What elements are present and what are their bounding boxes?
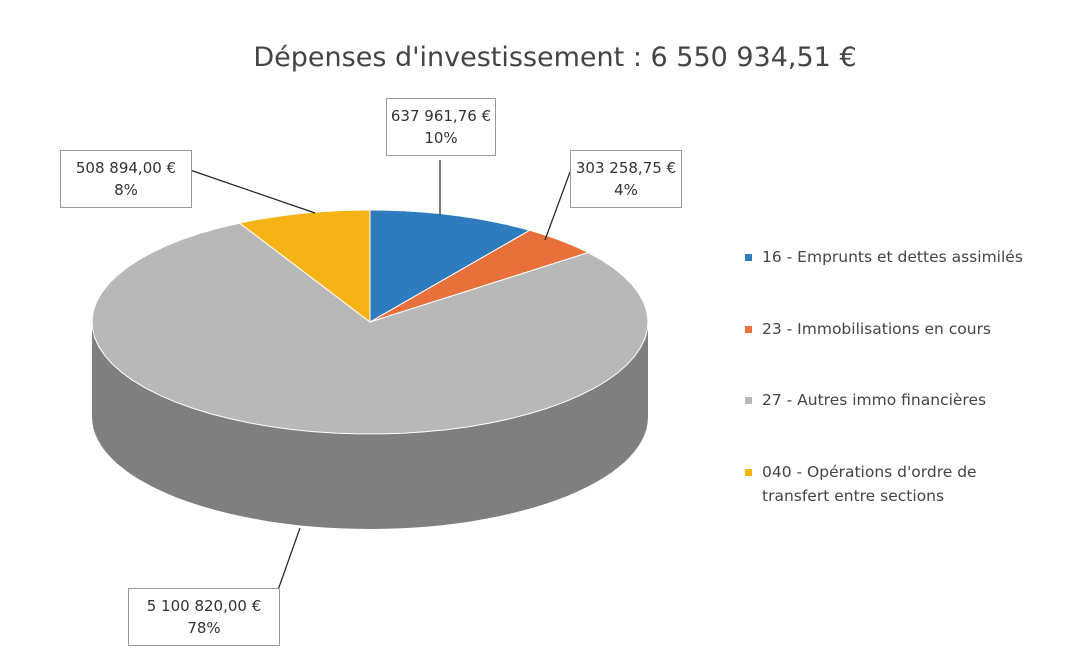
data-label-percent: 10% xyxy=(424,129,458,147)
pie-side xyxy=(92,322,648,529)
pie-slice xyxy=(91,222,649,435)
legend-swatch xyxy=(745,254,752,261)
data-label-value: 508 894,00 € xyxy=(75,159,177,177)
legend-item: 040 - Opérations d'ordre de transfert en… xyxy=(745,460,1045,508)
legend-label: 23 - Immobilisations en cours xyxy=(762,320,992,338)
leader-line xyxy=(544,171,571,241)
pie-slice xyxy=(238,209,371,324)
data-label-value: 303 258,75 € xyxy=(575,159,677,177)
legend-item: 16 - Emprunts et dettes assimilés xyxy=(745,245,1045,269)
legend-label: 16 - Emprunts et dettes assimilés xyxy=(762,248,1023,266)
data-label-value: 637 961,76 € xyxy=(390,107,492,125)
legend-label: 27 - Autres immo financières xyxy=(762,391,987,409)
pie-slice xyxy=(369,209,532,323)
pie-slice xyxy=(369,229,590,323)
data-label-value: 5 100 820,00 € xyxy=(146,597,262,615)
legend-swatch xyxy=(745,469,752,476)
leader-line xyxy=(277,527,301,591)
data-label: 303 258,75 € 4% xyxy=(570,150,682,208)
legend-swatch xyxy=(745,326,752,333)
data-label-percent: 78% xyxy=(187,619,221,637)
data-label: 5 100 820,00 € 78% xyxy=(128,588,280,646)
legend-item: 23 - Immobilisations en cours xyxy=(745,317,1045,341)
data-label-percent: 8% xyxy=(114,181,138,199)
data-label-percent: 4% xyxy=(614,181,638,199)
legend-swatch xyxy=(745,397,752,404)
legend-item: 27 - Autres immo financières xyxy=(745,388,1045,412)
legend-label: 040 - Opérations d'ordre de transfert en… xyxy=(762,463,977,505)
chart-title: Dépenses d'investissement : 6 550 934,51… xyxy=(253,42,857,73)
leader-line xyxy=(189,169,316,214)
data-label: 637 961,76 € 10% xyxy=(386,98,496,156)
data-label: 508 894,00 € 8% xyxy=(60,150,192,208)
